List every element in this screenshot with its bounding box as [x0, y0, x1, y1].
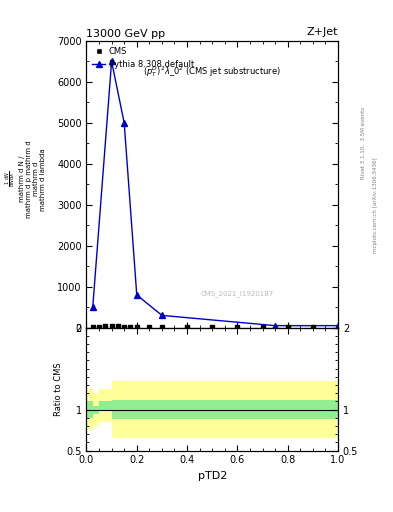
Text: 13000 GeV pp: 13000 GeV pp — [86, 29, 165, 39]
Text: $(p_T^D)^2\lambda\_0^2$ (CMS jet substructure): $(p_T^D)^2\lambda\_0^2$ (CMS jet substru… — [143, 64, 281, 79]
Text: CMS_2021_I1920187: CMS_2021_I1920187 — [201, 290, 274, 296]
Text: Rivet 3.1.10,  3.5M events: Rivet 3.1.10, 3.5M events — [361, 108, 366, 179]
X-axis label: pTD2: pTD2 — [198, 471, 227, 481]
Text: Z+Jet: Z+Jet — [307, 27, 338, 37]
Legend: CMS, Pythia 8.308 default: CMS, Pythia 8.308 default — [89, 44, 198, 72]
Text: mcplots.cern.ch [arXiv:1306.3436]: mcplots.cern.ch [arXiv:1306.3436] — [373, 157, 378, 252]
Text: mathrm d$^2$N
mathrm d
mathrm d lambda

$\frac{1}{\mathrm{d}N}\frac{\mathrm{d}N}: mathrm d$^2$N mathrm d mathrm d lambda $… — [0, 140, 46, 218]
Y-axis label: Ratio to CMS: Ratio to CMS — [55, 362, 63, 416]
